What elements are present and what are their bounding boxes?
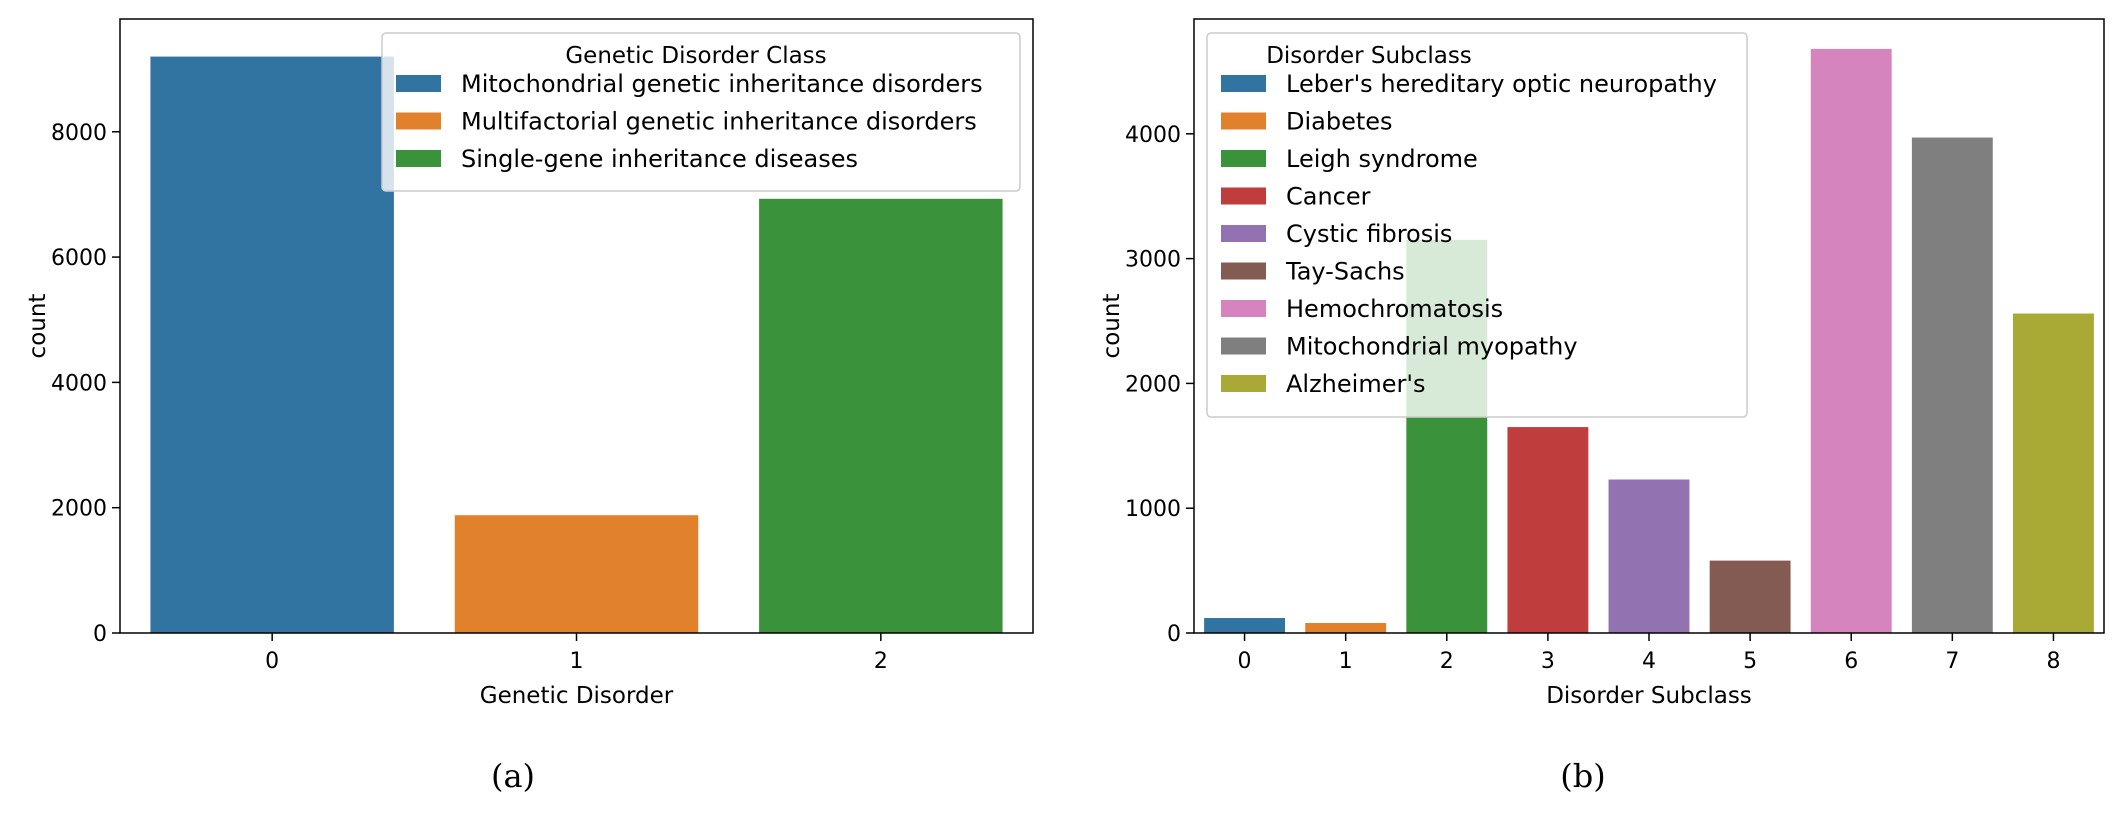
y-tick-label: 1000 [1125, 497, 1181, 522]
x-axis-label: Disorder Subclass [1546, 683, 1752, 709]
plot-frame [119, 18, 1034, 634]
legend-entry: Leigh syndrome [1286, 145, 1478, 173]
x-tick-label: 6 [1844, 649, 1858, 674]
legend-swatch [1221, 225, 1266, 242]
legend-swatch [1221, 337, 1266, 355]
legend-swatch [1221, 262, 1266, 280]
legend-swatch [396, 75, 441, 92]
x-tick-label: 0 [1238, 649, 1252, 674]
legend-box [381, 32, 1021, 192]
x-tick-label: 4 [1642, 649, 1656, 674]
legend-entry: Diabetes [1286, 108, 1393, 136]
x-tick-label: 5 [1743, 649, 1757, 674]
y-tick-label: 2000 [1125, 372, 1181, 397]
legend-entry: Leber's hereditary optic neuropathy [1286, 70, 1717, 98]
legend-swatch [396, 150, 441, 167]
x-tick-label: 1 [1339, 649, 1353, 674]
x-tick-label: 8 [2046, 649, 2060, 674]
y-tick-label: 0 [93, 622, 107, 647]
y-tick-label: 4000 [51, 371, 107, 396]
legend-entry: Mitochondrial genetic inheritance disord… [461, 70, 983, 98]
x-axis-label: Genetic Disorder [480, 683, 674, 709]
legend-swatch [1221, 75, 1266, 92]
legend-title: Disorder Subclass [1266, 43, 1472, 69]
plot-frame [1193, 18, 2105, 634]
bar-8 [2013, 313, 2094, 633]
y-tick-label: 3000 [1125, 248, 1181, 273]
bar-5 [1709, 560, 1791, 633]
bar-3 [1507, 427, 1589, 633]
x-tick-label: 0 [265, 649, 279, 674]
y-tick-label: 4000 [1125, 123, 1181, 148]
y-tick-label: 8000 [51, 121, 107, 146]
y-tick-label: 6000 [51, 246, 107, 271]
legend-swatch [1221, 112, 1266, 130]
bar-1 [454, 515, 699, 633]
bar-0 [1204, 618, 1285, 633]
legend-entry: Multifactorial genetic inheritance disor… [461, 108, 977, 136]
legend-entry: Cystic fibrosis [1286, 220, 1452, 248]
y-axis-label: count [1099, 294, 1125, 359]
legend-entry: Tay-Sachs [1285, 258, 1405, 286]
x-tick-label: 3 [1541, 649, 1555, 674]
chart-b: 0 1000 2000 3000 4000 0 1 2 3 4 5 6 7 8 Disorder Subcl… [1099, 18, 2105, 709]
bar-4 [1608, 479, 1690, 633]
bar-1 [1305, 623, 1387, 633]
x-tick-label: 2 [1440, 649, 1454, 674]
legend-entry: Mitochondrial myopathy [1286, 333, 1578, 361]
legend-entry: Single-gene inheritance diseases [461, 145, 858, 173]
bar-6 [1810, 48, 1892, 633]
panel-label-a: (a) [491, 757, 535, 795]
bar-7 [1911, 137, 1993, 633]
legend-swatch [396, 112, 441, 130]
chart-a: 0 2000 4000 6000 8000 0 1 2 Genetic Disorder coun… [25, 18, 1034, 709]
bar-0 [150, 56, 394, 633]
x-tick-label: 1 [570, 649, 584, 674]
legend-swatch [1221, 150, 1266, 167]
legend-entry: Hemochromatosis [1286, 295, 1503, 323]
y-axis-label: count [25, 294, 51, 359]
panel-label-b: (b) [1560, 757, 1605, 795]
bar-2 [759, 198, 1003, 634]
x-tick-label: 7 [1945, 649, 1959, 674]
x-tick-label: 2 [874, 649, 888, 674]
legend-title: Genetic Disorder Class [565, 43, 826, 69]
legend-box [1206, 32, 1748, 418]
legend-entry: Alzheimer's [1286, 370, 1425, 398]
legend-swatch [1221, 375, 1266, 392]
legend-entry: Cancer [1286, 183, 1371, 211]
y-tick-label: 0 [1167, 622, 1181, 647]
legend-swatch [1221, 300, 1266, 317]
legend-swatch [1221, 187, 1266, 205]
y-tick-label: 2000 [51, 497, 107, 522]
